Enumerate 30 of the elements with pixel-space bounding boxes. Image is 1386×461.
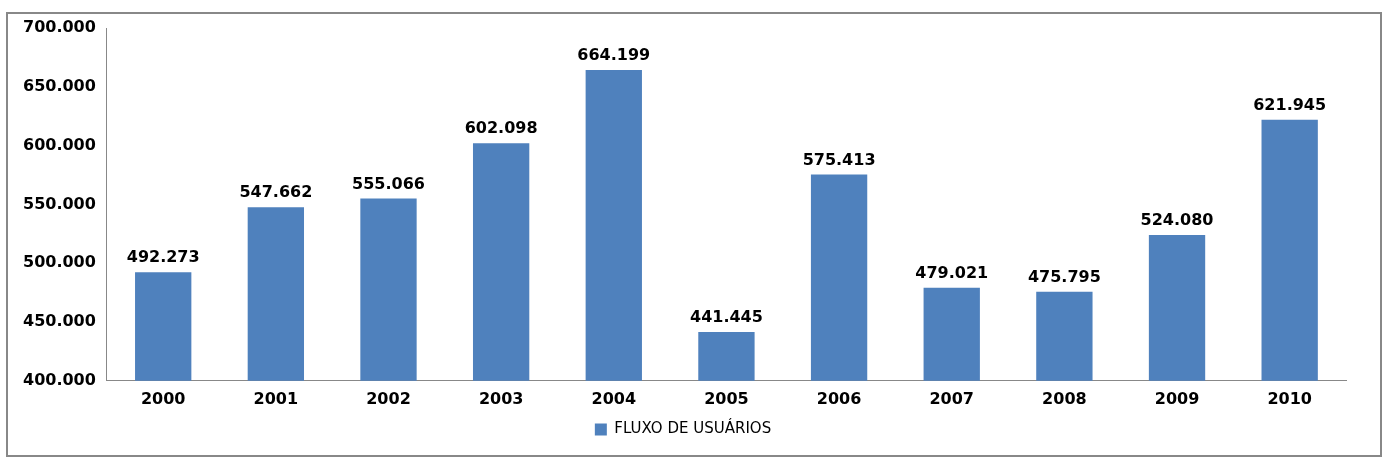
- data-label: 479.021: [915, 263, 989, 283]
- x-tick-label: 2003: [478, 388, 524, 408]
- x-tick-label: 2005: [704, 388, 749, 408]
- x-tick-label: 2002: [366, 388, 411, 408]
- data-label: 492.273: [126, 247, 200, 267]
- x-tick-label: 2006: [816, 388, 862, 408]
- data-label: 441.445: [690, 307, 763, 327]
- y-tick-label: 700.000: [23, 17, 96, 37]
- data-label: 555.066: [352, 173, 425, 193]
- y-tick-label: 500.000: [23, 252, 96, 272]
- x-tick-label: 2001: [253, 388, 299, 408]
- x-tick-label: 2000: [140, 388, 186, 408]
- data-label: 621.945: [1253, 94, 1327, 114]
- x-tick-label: 2004: [591, 388, 637, 408]
- y-tick-label: 400.000: [23, 369, 96, 389]
- y-tick-label: 650.000: [23, 75, 96, 95]
- legend-label: FLUXO DE USUÁRIOS: [614, 418, 772, 438]
- data-label: 664.199: [577, 45, 651, 65]
- y-tick-label: 450.000: [23, 311, 96, 331]
- y-tick-label: 550.000: [23, 193, 96, 213]
- y-tick-label: 600.000: [23, 134, 96, 154]
- data-label: 575.413: [802, 149, 876, 169]
- x-tick-label: 2007: [929, 388, 974, 408]
- data-label: 602.098: [464, 118, 538, 138]
- data-label: 547.662: [239, 182, 313, 202]
- x-tick-label: 2009: [1154, 388, 1200, 408]
- x-tick-label: 2008: [1042, 388, 1087, 408]
- data-label: 475.795: [1027, 266, 1101, 286]
- data-label: 524.080: [1140, 210, 1214, 230]
- x-tick-label: 2010: [1267, 388, 1312, 408]
